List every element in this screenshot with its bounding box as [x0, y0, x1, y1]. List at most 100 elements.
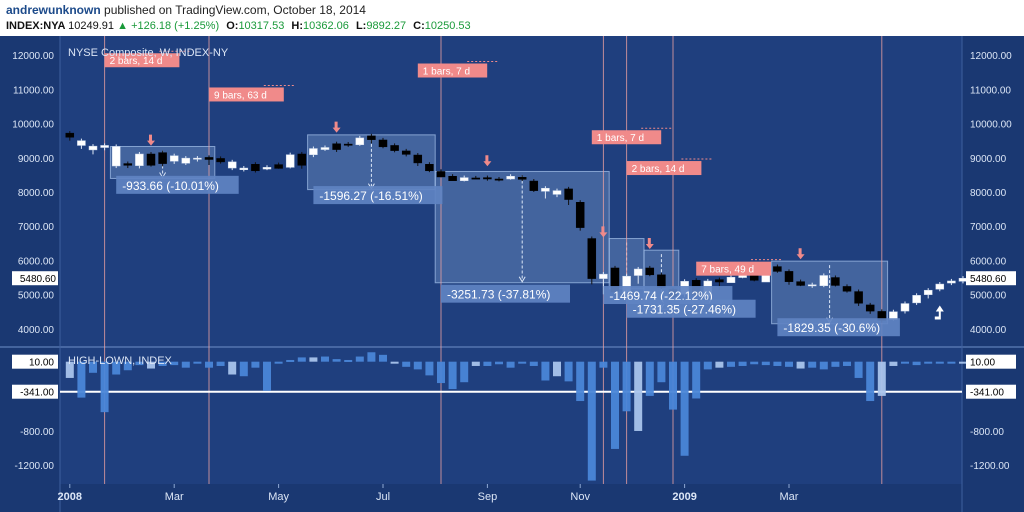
- candle-body: [390, 145, 399, 151]
- candle-body: [633, 268, 643, 276]
- histogram-bar: [448, 361, 457, 390]
- histogram-bar: [483, 361, 492, 366]
- peak-arrow-icon: [645, 238, 654, 250]
- histogram-bar: [529, 361, 538, 366]
- histogram-bar: [808, 361, 817, 368]
- decline-label: -3251.73 (-37.81%): [447, 288, 550, 302]
- right-price-tick: 6000.00: [970, 256, 1007, 267]
- histogram-bar: [112, 361, 121, 375]
- histogram-bar: [506, 361, 515, 368]
- histogram-bar: [947, 361, 956, 364]
- candle-body: [401, 150, 411, 155]
- time-span-label: 1 bars, 7 d: [423, 67, 470, 78]
- histogram-bar: [587, 361, 596, 481]
- candle-body: [413, 154, 423, 164]
- time-tick-label: May: [268, 491, 289, 503]
- histogram-bar: [564, 361, 573, 382]
- histogram-bar: [761, 361, 770, 366]
- candle-body: [575, 202, 585, 228]
- histogram-bar: [181, 361, 190, 368]
- candle-body: [494, 178, 504, 181]
- candle-body: [448, 176, 457, 181]
- histogram-bar: [703, 361, 712, 370]
- candle-body: [88, 145, 98, 151]
- histogram-bar: [657, 361, 666, 383]
- histogram-bar: [750, 361, 759, 365]
- left-price-tick: 12000.00: [12, 51, 54, 62]
- change-value: +126.18 (+1.25%): [131, 20, 220, 32]
- chart-canvas[interactable]: 2 bars, 14 d 9 bars, 63 d 1 bars, 7 d 1 bar…: [0, 36, 1024, 512]
- histogram-bar: [147, 361, 155, 369]
- candle-body: [135, 153, 144, 166]
- left-price-tick: 8000.00: [18, 188, 55, 199]
- decline-label-box: [777, 318, 900, 337]
- candle-body: [552, 190, 562, 195]
- candle-body: [796, 281, 805, 286]
- histogram-bar: [576, 361, 585, 402]
- left-indicator-tick: -1200.00: [15, 461, 55, 472]
- candle-body: [436, 171, 446, 178]
- left-indicator-badge: [12, 384, 58, 399]
- histogram-bar: [379, 354, 387, 362]
- time-span-box: [626, 161, 702, 176]
- time-span-box: [696, 261, 771, 276]
- time-span-box: [209, 87, 284, 102]
- decline-label-box: [116, 175, 239, 194]
- histogram-bar: [889, 361, 898, 366]
- candle-body: [842, 286, 852, 292]
- histogram-bar: [680, 361, 689, 456]
- histogram-bar: [495, 361, 503, 365]
- open-value: 10317.53: [238, 20, 285, 32]
- candle-body: [912, 295, 921, 304]
- right-price-tick: 8000.00: [970, 188, 1007, 199]
- time-tick-label: Mar: [165, 491, 184, 503]
- time-tick-label: 2009: [672, 491, 696, 503]
- chart-background: [0, 36, 1024, 512]
- candle-body: [146, 153, 156, 166]
- author-link[interactable]: andrewunknown: [6, 3, 101, 17]
- right-price-tick: 12000.00: [970, 51, 1012, 62]
- candle-body: [773, 266, 782, 272]
- publish-line: andrewunknown published on TradingView.c…: [6, 2, 1018, 18]
- candle-body: [599, 273, 608, 279]
- candle-body: [900, 303, 910, 312]
- histogram-bar: [715, 361, 724, 368]
- left-price-tick: 4000.00: [18, 325, 55, 336]
- histogram-bar: [901, 361, 909, 364]
- left-price-tick: 9000.00: [18, 154, 55, 165]
- histogram-bar: [263, 361, 271, 391]
- candle-body: [100, 145, 109, 148]
- histogram-bar: [518, 361, 527, 364]
- candle-body: [227, 161, 237, 169]
- histogram-bar: [402, 361, 411, 367]
- histogram-bar: [669, 361, 677, 410]
- histogram-bar: [866, 361, 875, 402]
- histogram-bar: [843, 361, 851, 366]
- right-indicator-tick: 10.00: [970, 358, 995, 369]
- candle-body: [726, 276, 736, 283]
- low-value: 9892.27: [366, 20, 407, 32]
- histogram-bar: [796, 361, 805, 369]
- histogram-bar: [65, 361, 74, 378]
- time-span-label: 2 bars, 14 d: [632, 164, 685, 175]
- histogram-bar: [205, 361, 213, 368]
- left-last-price-label: 5480.60: [20, 274, 57, 285]
- histogram-bar: [367, 352, 376, 362]
- histogram-bar: [599, 361, 608, 368]
- time-span-box: [417, 63, 488, 78]
- candle-body: [459, 177, 469, 181]
- right-indicator-tick: -1200.00: [970, 461, 1010, 472]
- histogram-bar: [854, 361, 863, 378]
- close-label: C:: [413, 20, 425, 32]
- candle-body: [216, 158, 225, 163]
- decline-arrowhead: [518, 276, 526, 283]
- decline-label: -1731.35 (-27.46%): [633, 303, 736, 317]
- published-text: published on TradingView.com, October 18…: [104, 3, 366, 17]
- candle-body: [355, 137, 365, 146]
- histogram-bar: [355, 356, 364, 362]
- time-tick-label: 2008: [58, 491, 82, 503]
- left-indicator-tick: -800.00: [20, 427, 54, 438]
- histogram-bar: [158, 361, 167, 366]
- high-value: 10362.06: [303, 20, 349, 32]
- candle-body: [309, 148, 318, 155]
